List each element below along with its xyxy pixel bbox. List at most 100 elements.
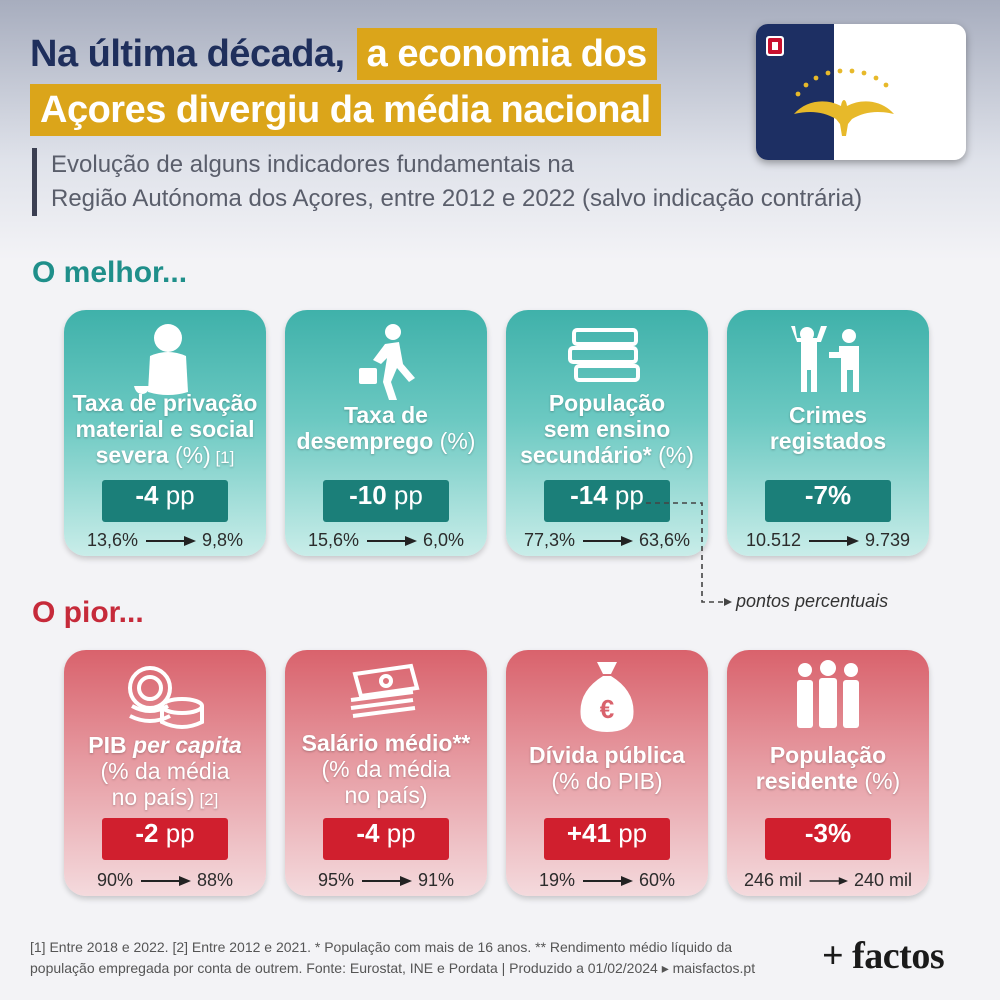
card-label-line1: Taxa de privação (72, 390, 258, 416)
change-unit: pp (607, 480, 644, 510)
card-label-line2: desemprego (296, 428, 434, 454)
arrow-right-icon (809, 535, 859, 546)
range-to: 9.739 (865, 530, 911, 550)
range-from: 19% (538, 870, 575, 890)
range-from: 95% (317, 870, 354, 890)
arrow-right-icon (809, 876, 848, 885)
coins-icon (64, 658, 266, 734)
card-label-line3: severa (95, 442, 169, 468)
card-label-line3: no país) (344, 782, 428, 808)
change-unit: pp (386, 480, 423, 510)
change-value: -4 (135, 480, 159, 510)
pp-connector (646, 502, 732, 606)
change-value: -7% (804, 480, 852, 510)
card-label-line3: secundário* (520, 442, 652, 468)
card-label-unit: (%) (433, 428, 476, 454)
footer-notes: [1] Entre 2018 e 2022. [2] Entre 2012 e … (30, 937, 790, 979)
change-value: -2 (135, 818, 159, 848)
change-unit: pp (158, 818, 195, 848)
change-value: +41 (566, 818, 611, 848)
change-unit: pp (379, 818, 416, 848)
range: 95% 91% (285, 870, 487, 891)
stack-of-books-icon (506, 322, 708, 392)
card-gdp-per-capita: PIB per capita (% da média no país) [2] … (64, 650, 266, 896)
subtitle-line1: Evolução de alguns indicadores fundament… (51, 151, 575, 178)
footer-line1: [1] Entre 2018 e 2022. [2] Entre 2012 e … (30, 939, 733, 955)
change-badge: -4 pp (102, 480, 228, 522)
title-block: Na última década, a economia dos Açores … (30, 28, 661, 136)
card-label-unit: (%) (168, 442, 211, 468)
range-to: 60% (639, 870, 676, 890)
range-to: 9,8% (202, 530, 244, 550)
section-bad-label: O pior... (32, 596, 144, 629)
change-badge: -3% (765, 818, 891, 860)
azores-flag-emblem (766, 36, 894, 136)
azores-flag (756, 24, 966, 160)
change-value: -3% (804, 818, 852, 848)
card-label-line1: Crimes (789, 402, 867, 428)
change-badge: +41 pp (544, 818, 670, 860)
range-from: 246 mil (743, 870, 802, 890)
change-badge: -2 pp (102, 818, 228, 860)
range-from: 10.512 (745, 530, 801, 550)
group-of-people-icon (727, 660, 929, 730)
card-public-debt: € Dívida pública (% do PIB) +41 pp 19% 6… (506, 650, 708, 896)
subtitle-line2: Região Autónoma dos Açores, entre 2012 e… (51, 185, 863, 212)
arrow-right-icon (362, 875, 412, 886)
card-label-line2: sem ensino (543, 416, 671, 442)
svg-text:€: € (600, 694, 614, 724)
card-label-line2: (% da média (100, 758, 230, 784)
card-crimes: Crimes registados -7% 10.512 9.739 (727, 310, 929, 556)
card-label-unit: (%) (651, 442, 694, 468)
arrow-right-icon (367, 535, 417, 546)
title-line2-highlight: Açores divergiu da média nacional (30, 84, 661, 136)
change-badge: -7% (765, 480, 891, 522)
card-label-line1: Salário médio** (301, 730, 471, 756)
range: 15,6% 6,0% (285, 530, 487, 551)
card-label-note: [1] (210, 448, 235, 467)
person-sitting-begging-icon (64, 322, 266, 402)
card-unemployment: Taxa de desemprego (%) -10 pp 15,6% 6,0% (285, 310, 487, 556)
range: 13,6% 9,8% (64, 530, 266, 551)
banknotes-icon (285, 660, 487, 726)
card-label-line1: População (548, 390, 666, 416)
card-label-line3: no país) (111, 784, 195, 810)
range: 10.512 9.739 (727, 530, 929, 551)
card-label-line1: Taxa de (344, 402, 428, 428)
money-bag-euro-icon: € (506, 656, 708, 736)
range-from: 13,6% (86, 530, 138, 550)
change-value: -10 (349, 480, 387, 510)
maisfactos-logo: + factos (822, 935, 945, 977)
range: 19% 60% (506, 870, 708, 891)
card-label-unit: (%) (858, 768, 901, 794)
change-value: -4 (356, 818, 380, 848)
pp-note: pontos percentuais (736, 591, 889, 611)
change-unit: pp (610, 818, 648, 848)
range-to: 91% (418, 870, 455, 890)
range-from: 77,3% (523, 530, 575, 550)
card-material-deprivation: Taxa de privação material e social sever… (64, 310, 266, 556)
card-label-line2: registados (769, 428, 887, 454)
card-label-line2: material e social (75, 416, 255, 442)
range-from: 15,6% (307, 530, 359, 550)
arrow-right-icon (141, 875, 191, 886)
arrow-right-icon (583, 535, 633, 546)
change-unit: pp (158, 480, 195, 510)
robbery-gun-icon (727, 322, 929, 402)
card-label-line1b: per capita (133, 732, 242, 758)
footer-line2: população empregada por conta de outrem.… (30, 960, 756, 976)
card-label-line2: residente (755, 768, 859, 794)
walking-briefcase-icon (285, 322, 487, 402)
change-value: -14 (570, 480, 608, 510)
card-average-salary: Salário médio** (% da média no país) -4 … (285, 650, 487, 896)
card-label-line2: (% da média (321, 756, 451, 782)
change-badge: -4 pp (323, 818, 449, 860)
title-line1-plain: Na última década, (30, 32, 345, 75)
section-good-label: O melhor... (32, 256, 188, 289)
change-badge: -14 pp (544, 480, 670, 522)
range-from: 90% (96, 870, 133, 890)
range-to: 63,6% (639, 530, 691, 550)
arrow-right-icon (146, 535, 196, 546)
card-label-note: [2] (194, 790, 219, 809)
card-label-line1: Dívida pública (529, 742, 685, 768)
